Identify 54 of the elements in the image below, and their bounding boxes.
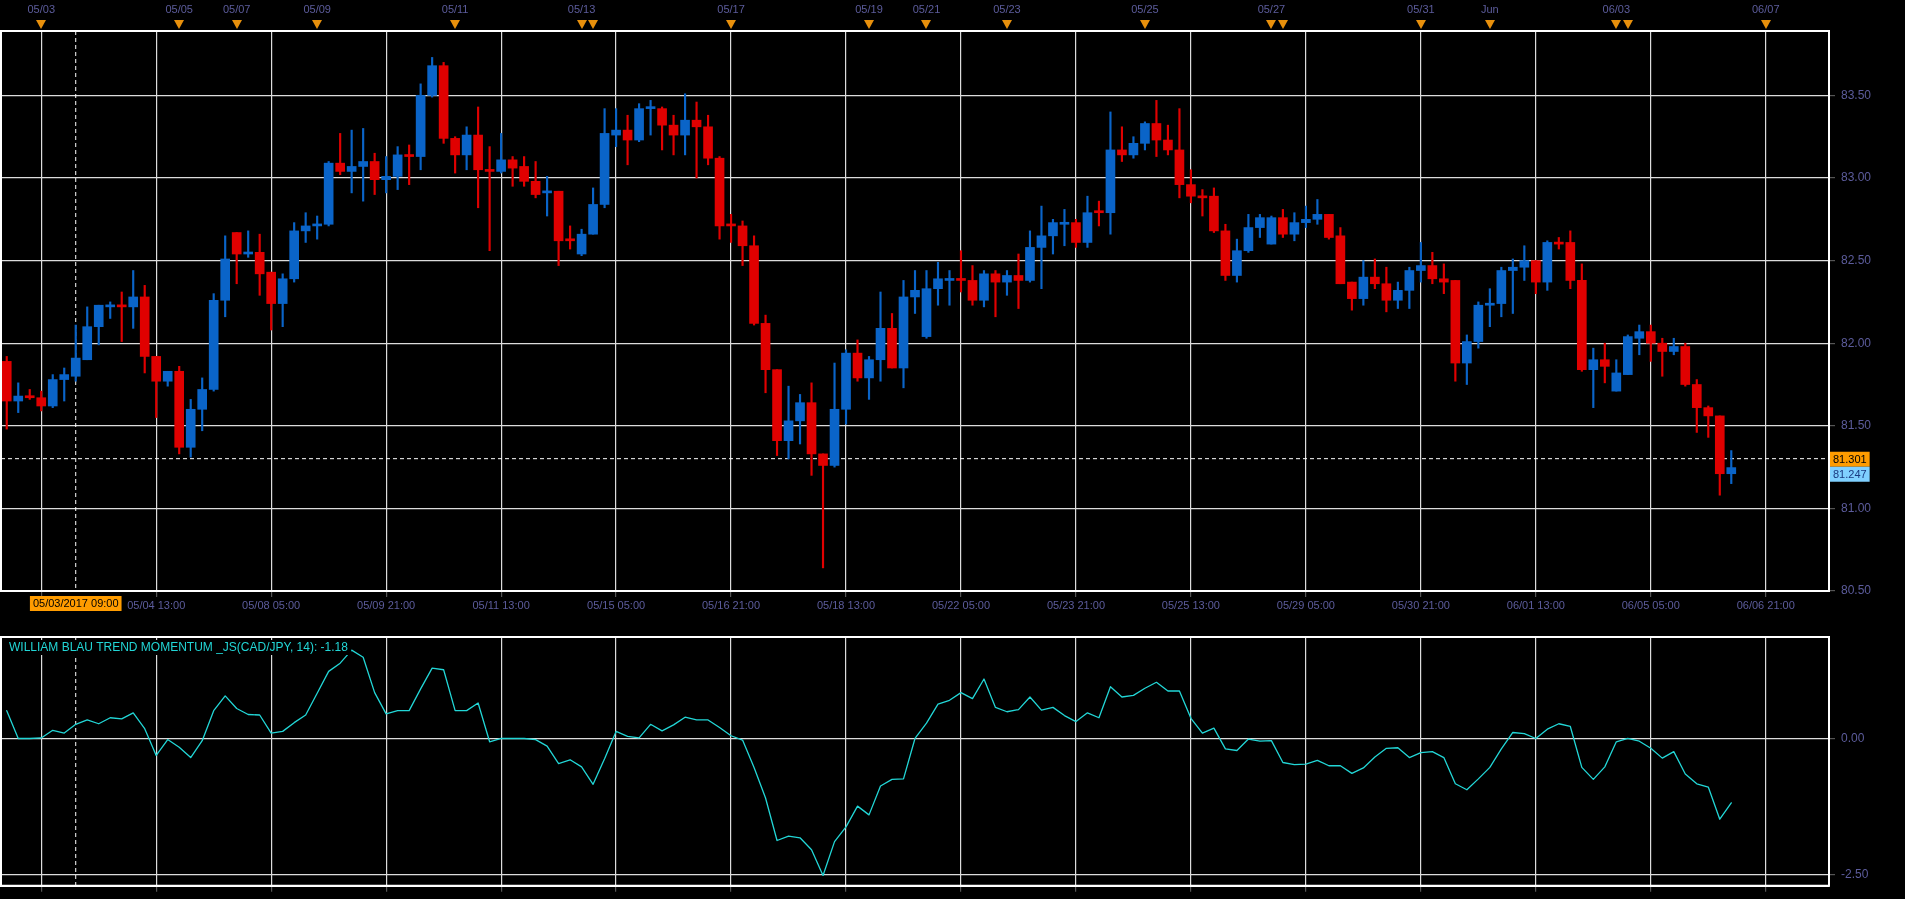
candlestick	[875, 291, 886, 382]
text: 06/07	[1752, 2, 1780, 15]
y-tick-label: 81.00	[1841, 500, 1872, 515]
x-tick-label: 06/01 13:00	[1506, 598, 1565, 611]
x-tick-label: 05/18 13:00	[816, 598, 876, 611]
x-tick-label: 05/23 21:00	[1046, 598, 1106, 611]
text: 05/27	[1257, 2, 1286, 15]
text: 06/03	[1602, 2, 1631, 15]
y-tick-label: 83.50	[1841, 87, 1872, 102]
x-tick-label: 05/11 13:00	[472, 598, 530, 611]
y-tick-label: 80.50	[1841, 583, 1872, 598]
text: 05/17	[717, 2, 745, 15]
candlestick	[944, 270, 955, 306]
y-tick-label: 82.00	[1841, 335, 1872, 350]
y-tick-label: 83.00	[1841, 170, 1872, 185]
x-tick-label: 05/16 21:00	[701, 598, 761, 611]
candlestick	[484, 146, 495, 252]
text: 05/05	[165, 2, 193, 15]
text: 05/07	[222, 2, 251, 15]
x-tick-label: 05/15 05:00	[587, 598, 646, 611]
y-tick-label: -2.50	[1841, 867, 1869, 882]
candlestick	[1059, 209, 1070, 247]
candlestick	[645, 100, 656, 136]
candlestick	[1013, 253, 1024, 309]
text: 05/23	[993, 2, 1021, 15]
y-tick-label: 0.00	[1841, 730, 1865, 745]
x-tick-label: 05/09 21:00	[357, 598, 416, 611]
text: 05/25	[1131, 2, 1159, 15]
candlestick	[1036, 205, 1047, 290]
text: 05/13	[567, 2, 596, 15]
x-tick-label: 05/22 05:00	[931, 598, 991, 611]
text: 81.247	[1833, 467, 1867, 480]
candlestick	[691, 101, 702, 179]
x-tick-label: 05/25 13:00	[1161, 598, 1220, 611]
ref-line-label: 81.301	[1833, 452, 1867, 465]
text: 05/19	[855, 2, 883, 15]
x-tick-label: 05/08 05:00	[242, 598, 301, 611]
text: 05/31	[1407, 2, 1435, 15]
text: 05/09	[303, 2, 331, 15]
candlestick	[783, 385, 794, 460]
y-tick-label: 82.50	[1841, 252, 1872, 267]
text: 05/11	[441, 2, 469, 15]
text: 05/21	[912, 2, 941, 15]
text: 05/03	[27, 2, 55, 15]
x-tick-label: 06/06 21:00	[1736, 598, 1795, 611]
y-tick-label: 81.50	[1841, 418, 1872, 433]
x-tick-label: 05/30 21:00	[1391, 598, 1450, 611]
candlestick	[1151, 100, 1162, 157]
x-tick-label: 05/04 13:00	[127, 598, 186, 611]
text: Jun	[1480, 2, 1499, 15]
x-tick-label: 05/03/2017 09:00	[32, 597, 119, 610]
x-tick-label: 05/29 05:00	[1276, 598, 1335, 611]
x-tick-label: 06/05 05:00	[1621, 598, 1680, 611]
chart-title: WILLIAM BLAU TREND MOMENTUM _JS(CAD/JPY, 14): -1.18	[9, 640, 349, 655]
